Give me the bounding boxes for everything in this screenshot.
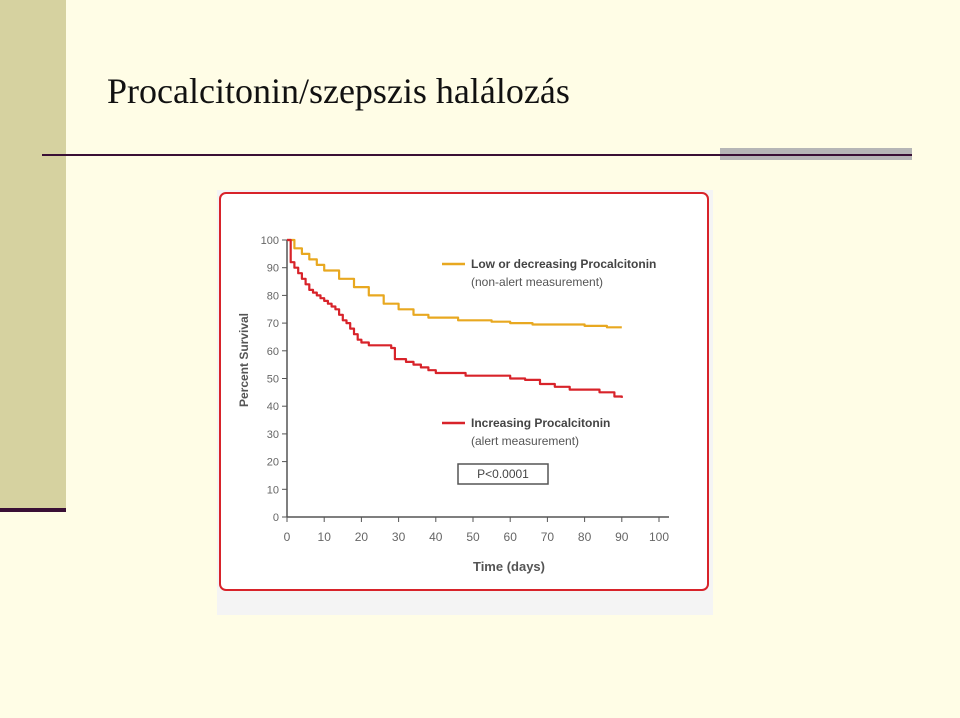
- y-tick-label: 50: [267, 374, 279, 386]
- series-line-1: [287, 238, 623, 398]
- x-axis-title: Time (days): [473, 559, 545, 574]
- x-tick-label: 0: [284, 530, 291, 544]
- p-value-box: [457, 463, 549, 485]
- x-tick-label: 50: [466, 530, 480, 544]
- y-tick-label: 10: [267, 484, 279, 496]
- x-tick-label: 80: [578, 530, 592, 544]
- y-axis-title: Percent Survival: [237, 313, 251, 407]
- y-tick-label: 80: [267, 290, 279, 302]
- x-tick-label: 10: [318, 530, 332, 544]
- legend-label-increasing: Increasing Procalcitonin: [471, 416, 610, 430]
- series-line-0: [287, 238, 622, 329]
- legend-sublabel-low: (non-alert measurement): [471, 275, 603, 289]
- p-value-annotation: P<0.0001: [477, 467, 529, 481]
- side-accent-bar: [0, 0, 66, 510]
- y-tick-label: 30: [267, 429, 279, 441]
- x-tick-label: 70: [541, 530, 555, 544]
- title-divider: [42, 154, 720, 156]
- y-tick-label: 70: [267, 318, 279, 330]
- title-divider-accent: [720, 148, 912, 160]
- y-tick-label: 40: [267, 401, 279, 413]
- survival-chart: 0 10 20 30 40 50 60 70 80 90 100 0 10 20 30 40 50 60 70 80 9…: [219, 192, 709, 591]
- y-tick-label: 20: [267, 457, 279, 469]
- slide-title: Procalcitonin/szepszis halálozás: [107, 71, 570, 111]
- y-tick-label: 60: [267, 346, 279, 358]
- x-tick-label: 30: [392, 530, 406, 544]
- chart-frame: [219, 192, 709, 591]
- x-tick-label: 60: [504, 530, 518, 544]
- legend-label-low: Low or decreasing Procalcitonin: [471, 257, 656, 271]
- x-tick-label: 100: [649, 530, 669, 544]
- y-tick-label: 90: [267, 263, 279, 275]
- side-accent-rule: [0, 508, 66, 512]
- chart-figure: 0 10 20 30 40 50 60 70 80 90 100 0 10 20 30 40 50 60 70 80 9…: [217, 190, 713, 615]
- x-tick-label: 20: [355, 530, 369, 544]
- y-tick-label: 0: [273, 512, 279, 524]
- y-tick-label: 100: [261, 235, 279, 247]
- x-tick-label: 40: [429, 530, 443, 544]
- x-tick-label: 90: [615, 530, 629, 544]
- legend-sublabel-increasing: (alert measurement): [471, 434, 579, 448]
